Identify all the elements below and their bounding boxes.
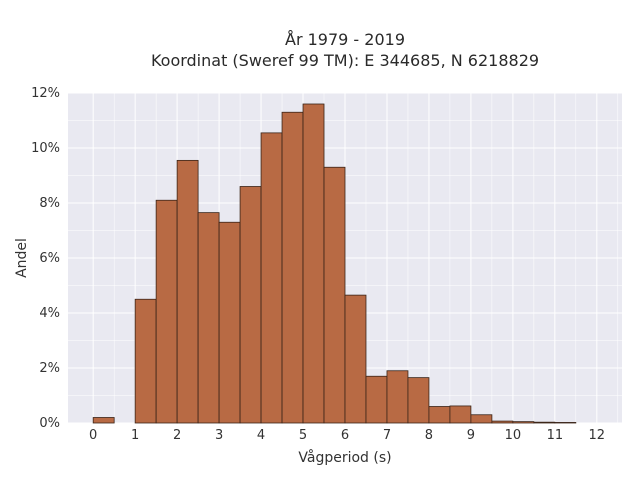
- histogram-bar: [92, 417, 115, 424]
- x-tick-label: 4: [257, 428, 265, 443]
- x-tick-label: 3: [215, 428, 223, 443]
- y-tick-label: 4%: [39, 306, 60, 321]
- x-tick-label: 5: [299, 428, 307, 443]
- histogram-bar: [470, 414, 493, 424]
- y-tick-label: 12%: [31, 86, 60, 101]
- histogram-bar: [491, 420, 514, 424]
- y-tick-label: 10%: [31, 141, 60, 156]
- y-tick-label: 6%: [39, 251, 60, 266]
- x-tick-label: 0: [89, 428, 97, 443]
- histogram-bar: [386, 370, 409, 424]
- chart-title: År 1979 - 2019: [285, 30, 405, 49]
- y-axis-ticks: 0% 2% 4% 6% 8% 10% 12%: [31, 86, 60, 431]
- histogram-bar: [281, 111, 304, 424]
- histogram-bar: [407, 377, 430, 424]
- chart-subtitle: Koordinat (Sweref 99 TM): E 344685, N 62…: [151, 51, 539, 70]
- histogram-bar: [302, 103, 325, 424]
- histogram-bar: [428, 406, 451, 424]
- histogram-bar: [155, 199, 178, 424]
- y-tick-label: 2%: [39, 361, 60, 376]
- x-tick-label: 7: [383, 428, 391, 443]
- x-tick-label: 1: [131, 428, 139, 443]
- histogram-bar: [323, 166, 346, 424]
- histogram-bar: [176, 159, 199, 424]
- histogram-bar: [260, 132, 283, 424]
- y-tick-label: 0%: [39, 416, 60, 431]
- histogram-bar: [512, 421, 535, 424]
- histogram-bar: [218, 221, 241, 424]
- y-axis-label: Andel: [14, 238, 30, 278]
- histogram-bar: [449, 405, 472, 424]
- histogram-bar: [554, 422, 577, 424]
- x-tick-label: 6: [341, 428, 349, 443]
- x-tick-label: 10: [505, 428, 522, 443]
- x-tick-label: 12: [589, 428, 606, 443]
- x-tick-label: 11: [547, 428, 564, 443]
- x-tick-label: 2: [173, 428, 181, 443]
- bars: [92, 103, 577, 424]
- histogram-bar: [134, 298, 157, 424]
- x-tick-label: 8: [425, 428, 433, 443]
- x-axis-label: Vågperiod (s): [298, 449, 391, 466]
- histogram-bar: [533, 421, 556, 424]
- histogram-bar: [239, 186, 262, 424]
- histogram-bar: [344, 294, 367, 424]
- x-tick-label: 9: [467, 428, 475, 443]
- histogram-bar: [197, 212, 220, 424]
- histogram-bar: [365, 375, 388, 424]
- x-axis-ticks: 0 1 2 3 4 5 6 7 8 9 10 11 12: [89, 428, 605, 443]
- y-tick-label: 8%: [39, 196, 60, 211]
